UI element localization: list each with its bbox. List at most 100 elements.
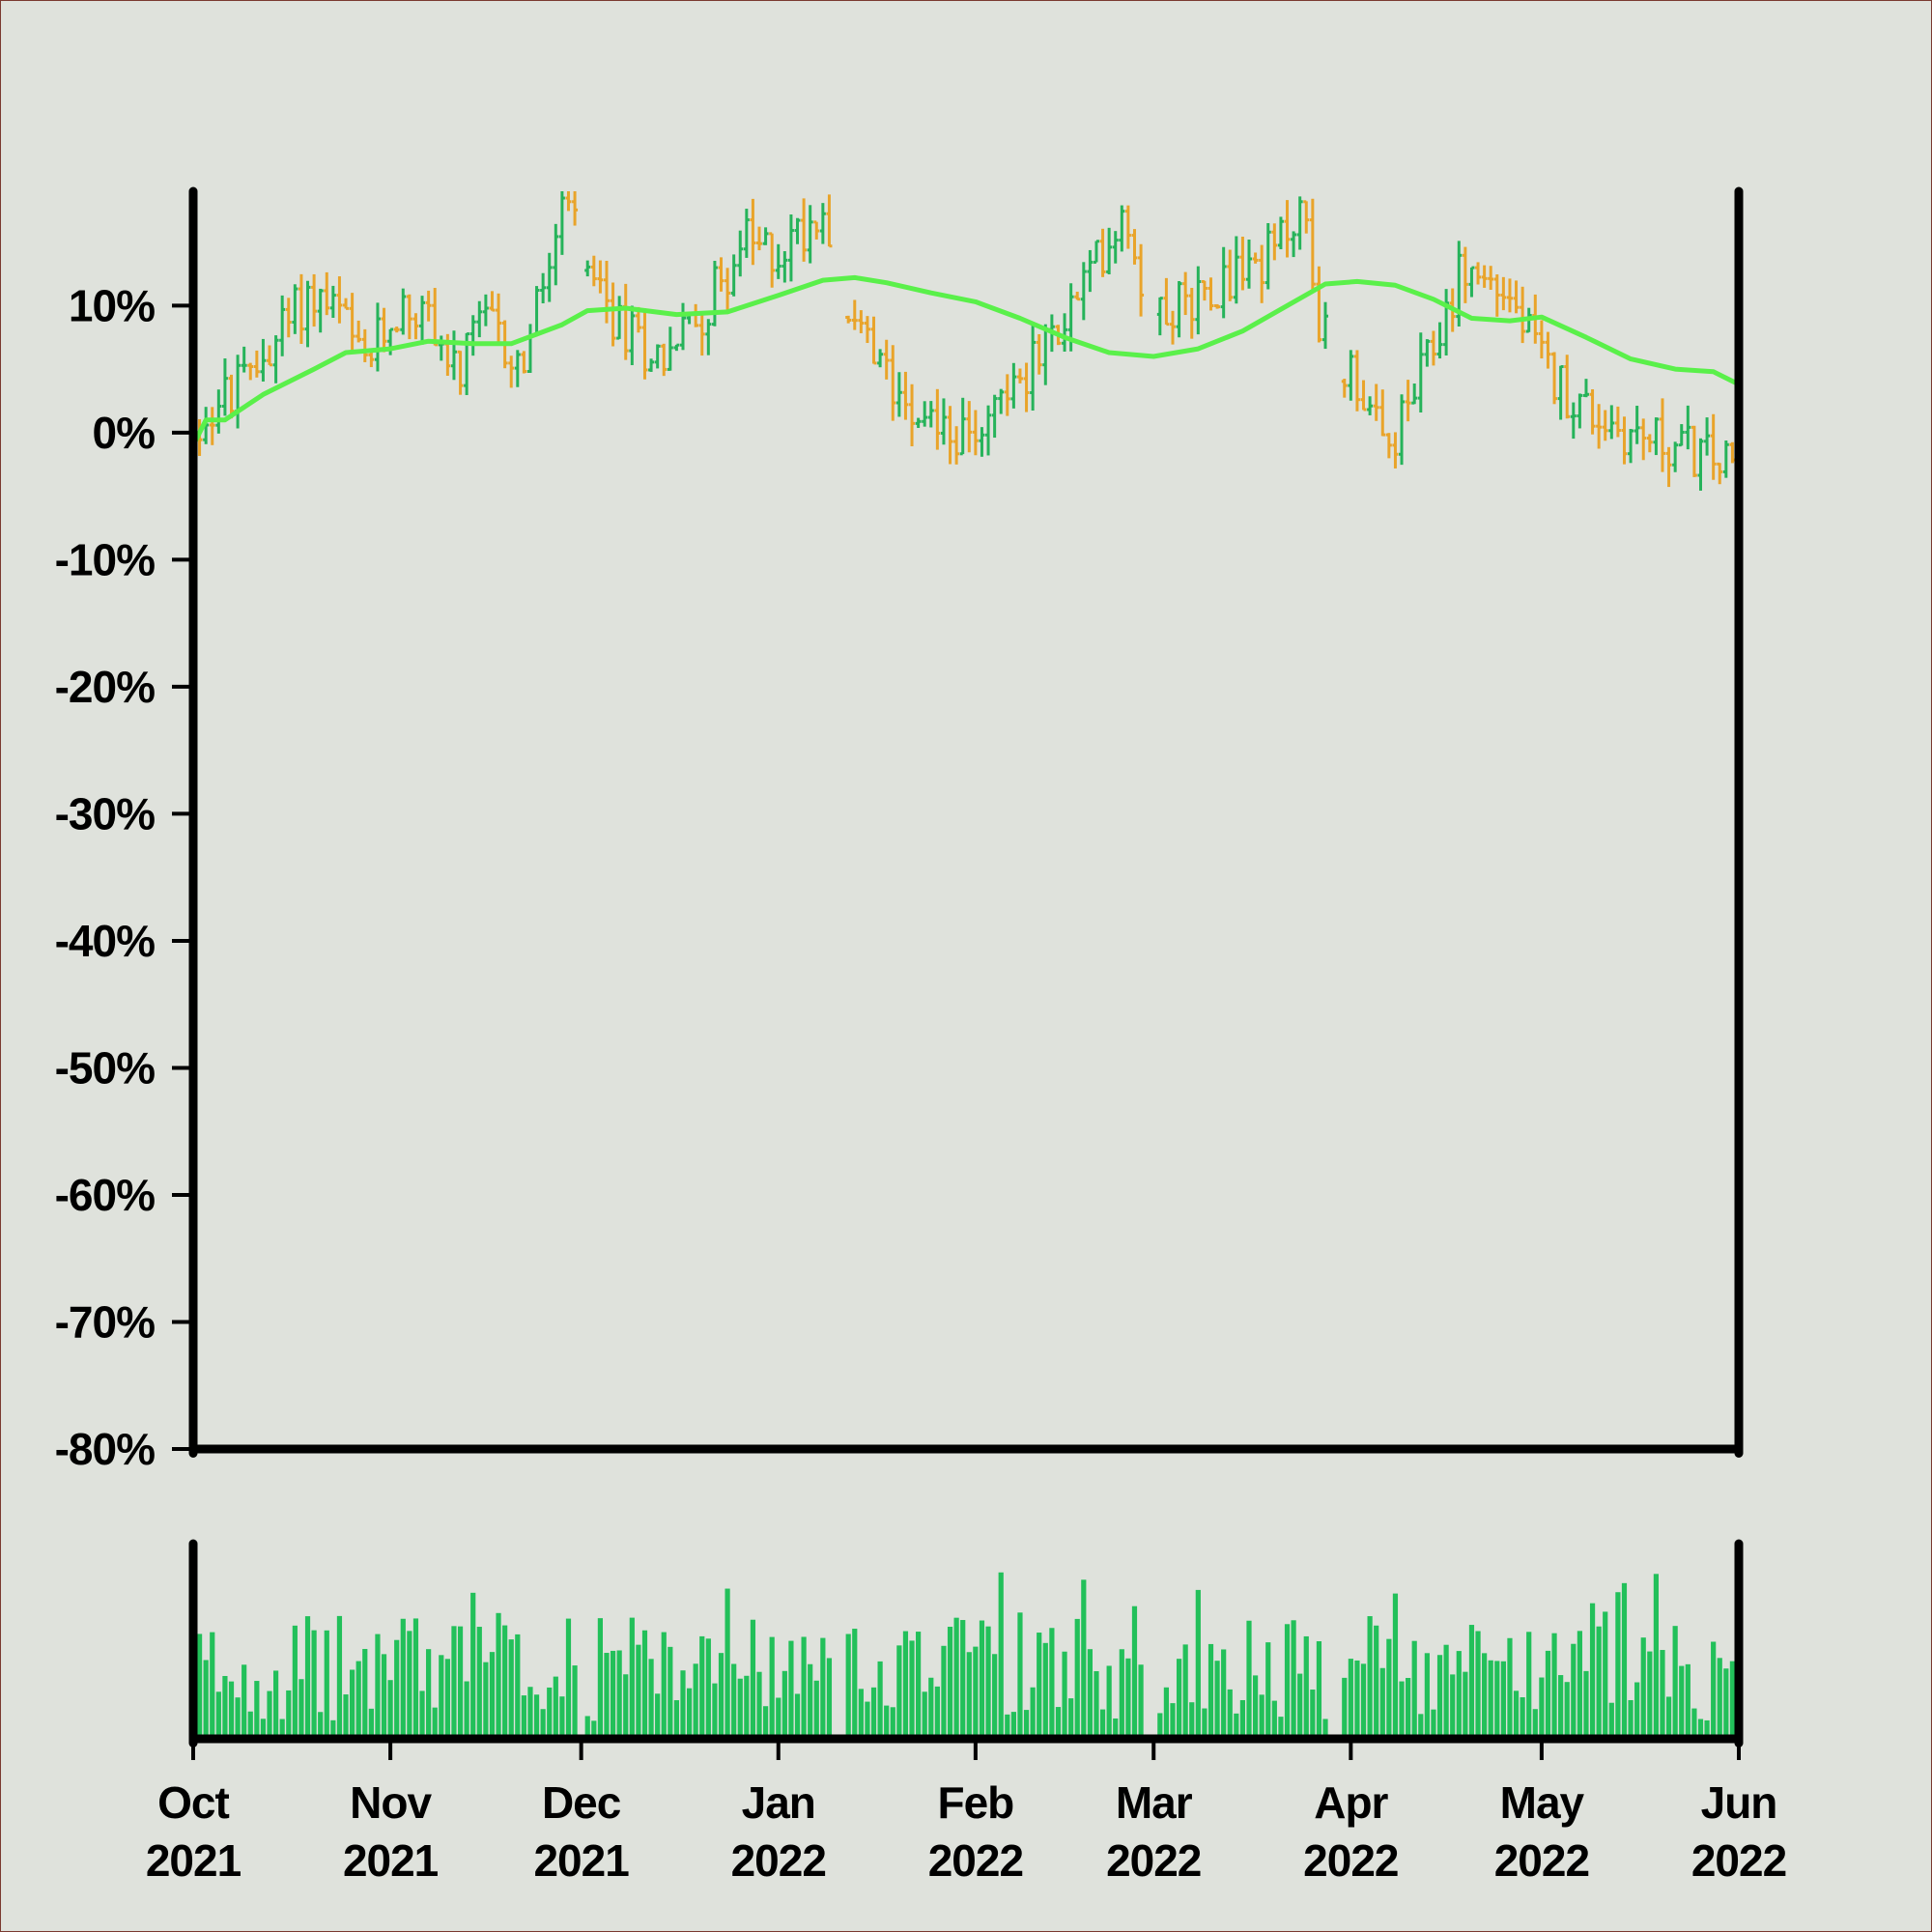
volume-bar	[890, 1707, 895, 1739]
ohlc-bar	[1608, 405, 1615, 440]
ohlc-bar	[355, 320, 362, 343]
axes: 10% 0% -10% -20% -30% -40% -50% -60% -70% -80% Oct…	[55, 186, 1787, 1886]
volume-bar	[1577, 1631, 1582, 1739]
ohlc-bar	[496, 293, 502, 345]
volume-bar	[210, 1632, 215, 1739]
volume-bar	[1284, 1624, 1291, 1739]
volume-bar	[947, 1626, 953, 1739]
volume-bar	[1475, 1631, 1481, 1739]
ohlc-bar	[260, 338, 267, 382]
x-tick-label-year: 2022	[1106, 1835, 1201, 1886]
volume-bar	[1424, 1653, 1430, 1739]
volume-bar	[655, 1693, 661, 1739]
ohlc-bar	[1163, 277, 1170, 327]
ohlc-bar	[1169, 310, 1176, 345]
ohlc-bar	[1468, 266, 1475, 298]
volume-bar	[1316, 1641, 1322, 1739]
volume-bar	[693, 1663, 698, 1739]
ohlc-bar	[966, 401, 973, 453]
ohlc-bar	[1373, 384, 1379, 421]
ohlc-bar	[1182, 271, 1189, 316]
ohlc-bar	[457, 350, 464, 395]
ohlc-bar	[1341, 379, 1348, 398]
volume-bar	[1030, 1687, 1036, 1739]
y-tick-label: -40%	[55, 916, 155, 966]
ohlc-bar	[934, 388, 941, 450]
ohlc-bar	[781, 251, 788, 283]
x-tick-label-month: Oct	[157, 1777, 229, 1828]
ohlc-bar	[1621, 416, 1628, 465]
volume-bar	[1087, 1649, 1093, 1739]
x-tick-label-year: 2022	[731, 1835, 826, 1886]
volume-bar	[941, 1645, 947, 1739]
ohlc-bar	[654, 344, 661, 369]
volume-bar	[1539, 1677, 1545, 1739]
x-tick-label-month: Nov	[350, 1777, 432, 1828]
ohlc-bar	[1685, 405, 1691, 450]
volume-bar	[1653, 1574, 1660, 1739]
volume-bar	[1660, 1650, 1665, 1739]
ohlc-bar	[870, 316, 877, 365]
ohlc-bar	[292, 284, 298, 334]
volume-bar	[928, 1677, 934, 1739]
volume-bar	[311, 1630, 317, 1739]
volume-bar	[1507, 1637, 1513, 1739]
volume-bar	[1379, 1667, 1385, 1739]
ohlc-bar	[425, 290, 432, 322]
volume-bar	[1615, 1592, 1621, 1739]
volume-bar	[1500, 1661, 1506, 1739]
ohlc-bar	[851, 299, 858, 330]
volume-bar	[1265, 1642, 1271, 1739]
volume-bar	[1628, 1699, 1634, 1739]
ohlc-bar	[1417, 332, 1424, 412]
ohlc-bar	[909, 384, 916, 446]
x-tick-label-month: May	[1500, 1777, 1585, 1828]
volume-bar	[1195, 1589, 1201, 1739]
ohlc-bar	[521, 351, 527, 374]
volume-bar	[1119, 1649, 1124, 1739]
volume-bar	[1697, 1719, 1704, 1739]
volume-bar	[820, 1637, 826, 1739]
volume-bar	[979, 1620, 985, 1739]
ohlc-bar	[1188, 288, 1195, 339]
volume-bar	[1138, 1664, 1144, 1739]
volume-bar	[242, 1664, 247, 1739]
ohlc-bar	[1493, 274, 1500, 317]
ohlc-bar	[890, 345, 896, 421]
volume-bar	[597, 1618, 603, 1739]
ohlc-bar	[1628, 429, 1634, 464]
volume-bar	[1074, 1618, 1080, 1739]
volume-bar	[286, 1690, 292, 1739]
x-tick-label-month: Feb	[937, 1777, 1013, 1828]
volume-bar	[750, 1619, 756, 1739]
ohlc-bar	[813, 220, 820, 240]
ohlc-bar	[590, 255, 597, 287]
ohlc-bar	[546, 252, 553, 302]
volume-bar	[1513, 1690, 1520, 1739]
volume-bar	[1418, 1714, 1424, 1739]
ohlc-bar	[705, 319, 712, 355]
volume-bar	[896, 1645, 902, 1739]
ohlc-bar	[673, 343, 680, 352]
y-tick-label: -30%	[55, 788, 155, 838]
volume-bar	[439, 1655, 444, 1739]
volume-bar	[762, 1706, 769, 1739]
volume-bar	[813, 1680, 819, 1739]
ohlc-bar	[1138, 243, 1145, 317]
ohlc-bar	[1099, 228, 1106, 277]
volume-bar	[1589, 1603, 1596, 1739]
ohlc-bar	[698, 313, 705, 356]
ohlc-bar	[1646, 434, 1653, 453]
volume-bar	[407, 1631, 412, 1739]
ohlc-bar	[998, 388, 1005, 414]
volume-bar	[203, 1660, 209, 1739]
x-tick-label-year: 2022	[1303, 1835, 1398, 1886]
moving-average-line	[190, 274, 1741, 447]
volume-bar	[272, 1670, 279, 1739]
ohlc-bar	[622, 283, 629, 360]
x-tick-label-month: Jun	[1701, 1777, 1777, 1828]
ohlc-bar	[209, 407, 215, 445]
ohlc-bar	[1653, 417, 1660, 456]
volume-bar	[794, 1693, 801, 1739]
ohlc-bar	[298, 273, 304, 344]
